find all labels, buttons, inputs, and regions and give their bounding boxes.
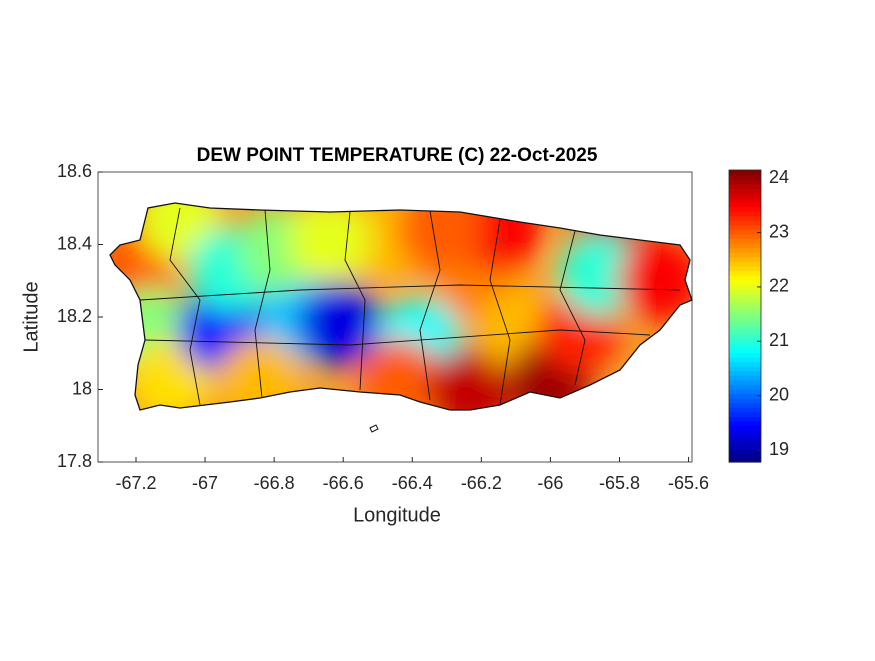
colorbar-swatch [729,279,761,285]
x-axis-label: Longitude [353,504,441,526]
x-tick-label: -67.2 [115,473,156,493]
dewpoint-sample [287,203,372,283]
colorbar-tick-label: 19 [769,439,789,459]
dewpoint-sample [427,347,512,410]
colorbar-swatch [729,288,761,294]
colorbar-tick-label: 20 [769,384,789,404]
municipal-borders [139,207,681,406]
colorbar-swatch [729,192,761,198]
colorbar-swatch [729,311,761,317]
y-tick-label: 18 [72,378,92,398]
colorbar-swatch [729,448,761,454]
colorbar-swatch [729,243,761,249]
colorbar-swatch [729,274,761,281]
colorbar-swatch [729,206,761,212]
colorbar-swatch [729,343,761,349]
colorbar-swatch [729,220,761,226]
colorbar-swatch [729,265,761,271]
x-tick-label: -66.2 [461,473,502,493]
colorbar-swatch [729,402,761,408]
colorbar-swatch [729,452,761,459]
colorbar-swatch [729,370,761,376]
x-tick-label: -67 [192,473,218,493]
x-tick-label: -66.8 [254,473,295,493]
colorbar-frame [728,169,762,463]
x-tick-label: -66 [537,473,563,493]
colorbar-swatch [729,393,761,399]
colorbar-swatch [729,201,761,208]
dewpoint-sample [297,282,382,367]
colorbar-swatch [729,347,761,354]
colorbar-swatch [729,443,761,449]
colorbar-swatch [729,215,761,221]
colorbar-swatch [729,197,761,203]
colorbar-swatch [729,316,761,322]
colorbar-swatch [729,170,761,176]
colorbar-swatch [729,211,761,217]
colorbar-swatch [729,179,761,185]
colorbar-swatch [729,338,761,344]
colorbar-tick-label: 21 [769,330,789,350]
x-tick-label: -66.4 [392,473,433,493]
colorbar-swatch [729,224,761,230]
colorbar-swatch [729,430,761,436]
x-tick-label: -65.6 [668,473,709,493]
colorbar-swatch [729,302,761,308]
colorbar-swatch [729,425,761,431]
colorbar-swatch [729,389,761,395]
colorbar-swatch [729,247,761,253]
colorbar-swatch [729,233,761,240]
chart-title: DEW POINT TEMPERATURE (C) 22-Oct-2025 [197,145,598,166]
island-islet [369,424,379,433]
x-tick-label: -66.6 [323,473,364,493]
colorbar-swatch [729,411,761,417]
dewpoint-sample [617,238,692,323]
colorbar-swatch [729,379,761,386]
colorbar-swatch [729,256,761,262]
colorbar-swatch [729,293,761,299]
y-tick-label: 18.2 [57,306,92,326]
colorbar-swatch [729,183,761,189]
colorbar-swatch [729,357,761,363]
y-tick-label: 18.6 [57,161,92,181]
colorbar-swatch [729,261,761,267]
colorbar-swatch [729,398,761,404]
colorbar-swatch [729,407,761,413]
colorbar-swatch [729,366,761,372]
colorbar-swatch [729,297,761,303]
colorbar-swatch [729,352,761,358]
y-tick-label: 17.8 [57,451,92,471]
colorbar-swatch [729,416,761,422]
colorbar-swatch [729,384,761,390]
colorbar-swatch [729,325,761,331]
colorbar-swatch [729,420,761,427]
colorbar-swatch [729,329,761,335]
colorbar-tick-label: 22 [769,276,789,296]
colorbar-swatch [729,320,761,326]
colorbar-tick-label: 23 [769,221,789,241]
y-tick-label: 18.4 [57,233,92,253]
colorbar-swatch [729,174,761,180]
x-tick-label: -65.8 [599,473,640,493]
colorbar: 19 20 21 22 23 24 [728,167,789,463]
colorbar-swatch [729,439,761,445]
colorbar-swatch [729,334,761,340]
colorbar-tick-label: 24 [769,167,789,187]
colorbar-swatch [729,457,761,463]
colorbar-swatch [729,252,761,258]
colorbar-swatch [729,229,761,235]
colorbar-swatch [729,375,761,381]
colorbar-swatch [729,188,761,194]
colorbar-swatch [729,284,761,290]
colorbar-swatch [729,361,761,367]
colorbar-swatch [729,434,761,440]
colorbar-swatch [729,238,761,244]
colorbar-swatch [729,306,761,313]
colorbar-swatch [729,270,761,276]
y-axis-label: Latitude [20,281,42,352]
